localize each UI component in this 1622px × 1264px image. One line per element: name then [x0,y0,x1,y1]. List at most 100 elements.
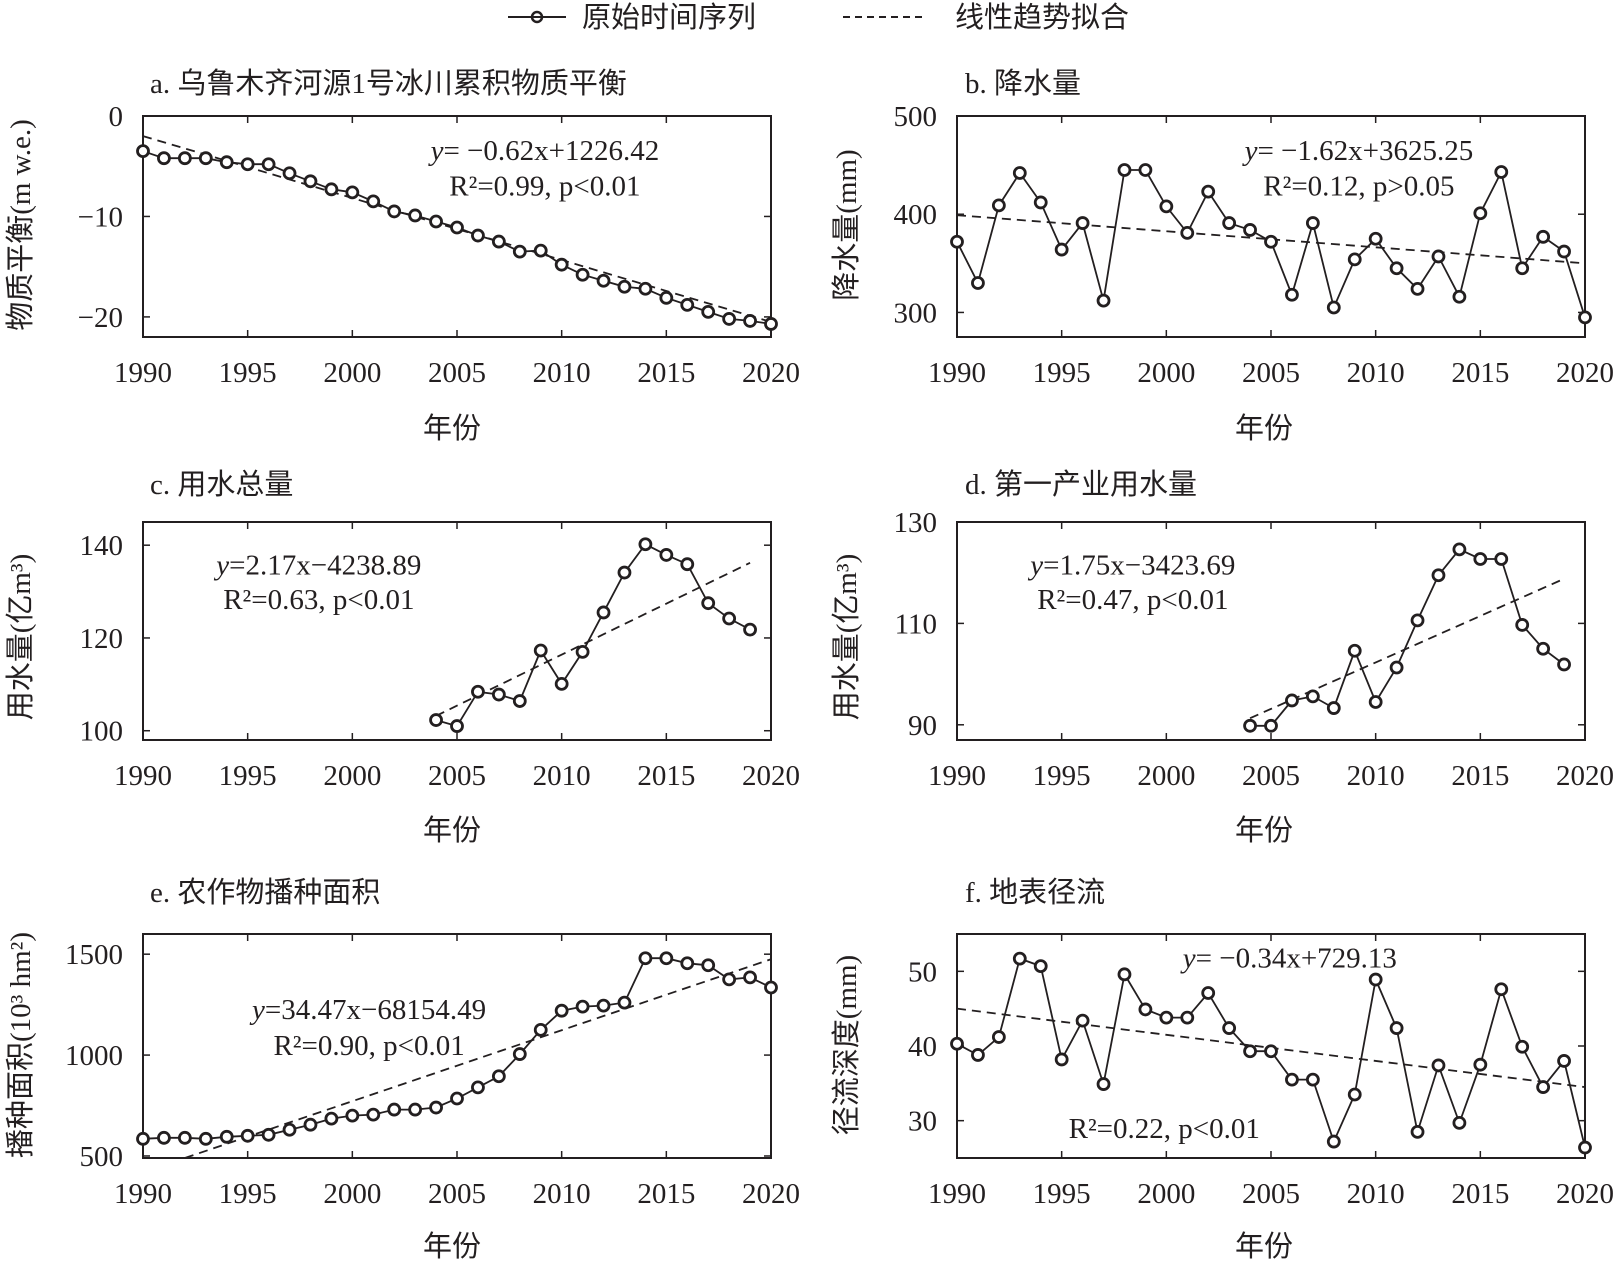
regression-equation: y= −0.62x+1226.42 [428,135,660,167]
data-point [303,174,318,189]
data-point [722,312,737,326]
equation-body: =1.75x−3423.69 [1043,549,1235,581]
x-tick-label: 1990 [928,760,986,792]
equation-y-symbol: y [1027,549,1043,581]
x-tick-label: 2000 [1137,760,1195,792]
x-tick-label: 2010 [1347,1178,1405,1210]
y-tick-label: 400 [894,199,938,231]
data-point [1347,252,1362,267]
data-point [1494,552,1509,566]
y-axis-title: 降水量(mm) [830,149,863,300]
data-point [1473,1057,1488,1072]
data-point [971,276,985,290]
data-point [575,999,590,1014]
data-point [638,281,653,296]
x-tick-label: 2015 [1451,1178,1509,1210]
trend-line [435,562,751,717]
data-point [1557,657,1571,672]
data-point [1326,701,1341,715]
y-tick-label: 0 [109,101,124,133]
data-point [1159,199,1174,214]
data-point [596,273,611,288]
y-tick-label: 110 [895,608,937,640]
panel-title: a. 乌鲁木齐河源1号冰川累积物质平衡 [150,67,627,100]
x-tick-label: 2005 [1242,1178,1300,1210]
x-tick-label: 2020 [1556,760,1614,792]
y-tick-label: 1500 [65,939,123,971]
data-point [450,220,464,235]
data-point [1515,618,1530,632]
equation-body: = −0.62x+1226.42 [443,135,659,167]
x-tick-label: 2020 [1556,357,1614,389]
data-point [157,151,171,166]
y-axis-title: 用水量(亿m³) [830,554,863,721]
data-point [1054,242,1069,257]
y-tick-label: 50 [908,956,937,988]
data-point [1347,1087,1362,1102]
data-point [429,214,443,229]
data-point [1494,982,1509,997]
data-point [1410,1124,1425,1139]
data-point [1326,1134,1341,1149]
data-point [1033,959,1048,974]
x-tick-label: 1995 [1033,1178,1091,1210]
data-point [1452,542,1467,557]
y-axis-title: 用水量(亿m³) [4,554,37,721]
x-tick-label: 1990 [114,1178,172,1210]
data-point [177,151,192,166]
x-tick-label: 2015 [637,760,695,792]
data-point [1243,718,1257,733]
panel-f: f. 地表径流 年份 径流深度(mm) 1990 1995 2000 2005 2010… [830,876,1614,1263]
x-tick-label: 2015 [637,357,695,389]
data-point [261,1127,276,1142]
data-point [1389,1021,1404,1035]
data-point [1473,552,1488,566]
regression-stats: R²=0.90, p<0.01 [273,1030,464,1062]
data-point [240,1128,255,1143]
y-tick-label: 1000 [65,1040,123,1072]
y-axis-title: 播种面积(10³ hm²) [4,932,37,1158]
y-tick-label: 120 [80,623,124,655]
data-point [596,605,611,620]
data-point [1012,951,1027,966]
y-tick-label: −10 [78,201,123,233]
legend-item-original: 原始时间序列 [508,1,756,34]
y-tick-label: 140 [80,530,124,562]
data-point [450,1091,464,1106]
data-point [701,958,716,973]
x-tick-label: 2015 [1451,760,1509,792]
data-point [1536,229,1551,244]
data-point [1515,261,1530,276]
data-point [1117,967,1132,982]
x-tick-label: 1995 [219,357,277,389]
x-tick-label: 2005 [1242,357,1300,389]
data-point [533,1022,548,1037]
data-point [324,1111,339,1126]
y-axis-title: 径流深度(mm) [830,955,863,1135]
data-point [1578,1140,1592,1155]
data-point [1138,163,1153,177]
data-point [1012,166,1027,180]
regression-stats: R²=0.22, p<0.01 [1069,1113,1260,1145]
legend-circle-marker-icon [530,10,544,24]
data-point [1243,1044,1257,1059]
data-point [680,956,695,971]
data-point [1557,1054,1571,1068]
trend-line [1249,577,1565,720]
x-tick-label: 1995 [219,760,277,792]
data-point [659,290,674,305]
panel-c: c. 用水总量 年份 用水量(亿m³) 1990 1995 2000 2005 2010… [4,468,800,847]
data-point [1557,244,1571,259]
data-point [1138,1002,1153,1017]
data-point [303,1117,318,1132]
data-point [408,208,423,223]
regression-equation: y=34.47x−68154.49 [249,994,486,1026]
y-tick-label: 30 [908,1106,937,1138]
x-tick-label: 1990 [928,1178,986,1210]
panel-title: f. 地表径流 [965,876,1105,909]
x-tick-label: 2020 [742,760,800,792]
data-point [743,622,757,637]
data-point [722,611,737,626]
legend-label-original: 原始时间序列 [582,1,756,34]
